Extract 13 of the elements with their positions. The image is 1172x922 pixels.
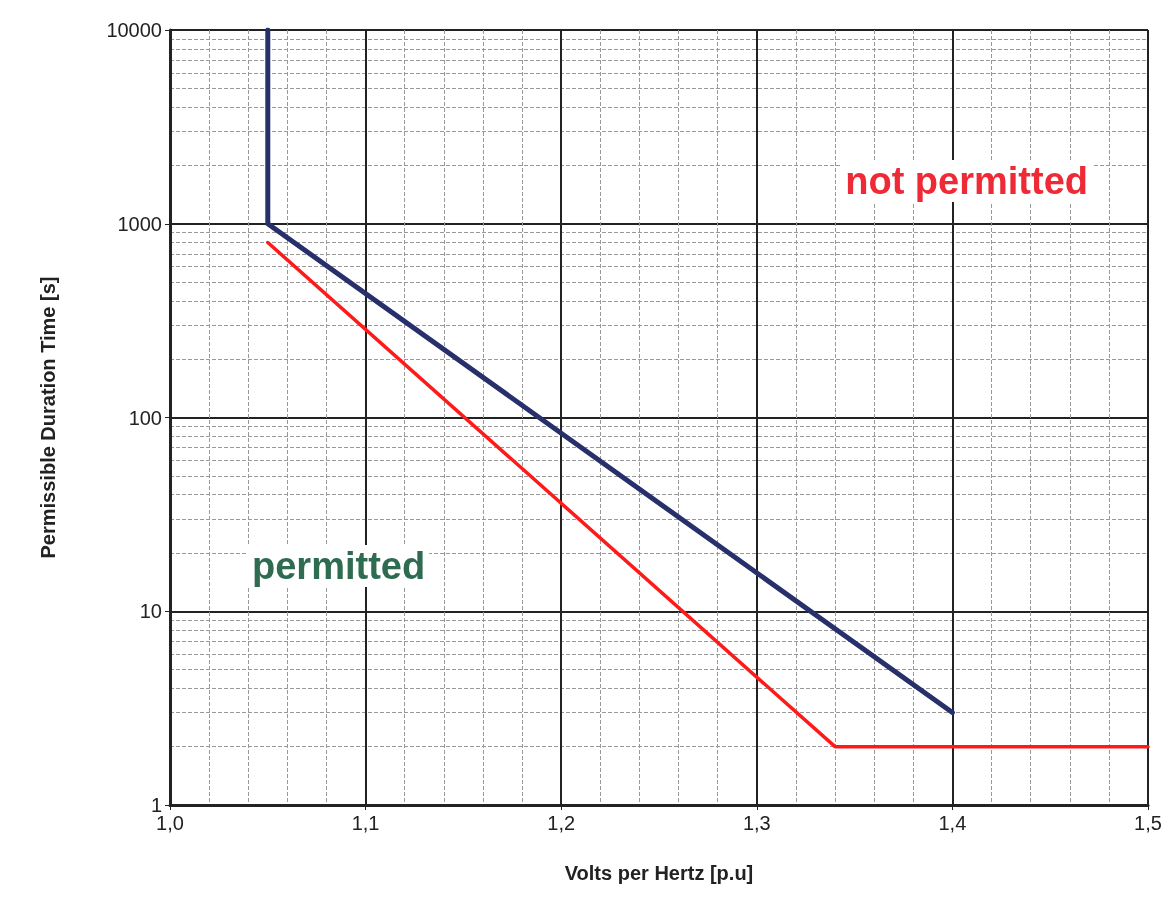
y-tick-label: 100 (128, 406, 162, 429)
x-tick-label: 1,3 (742, 812, 771, 834)
annotation: permitted (252, 545, 426, 587)
x-tick-label: 1,4 (938, 812, 967, 834)
x-tick-label: 1,5 (1134, 812, 1162, 834)
y-tick-label: 10 (139, 600, 162, 623)
x-axis-title: Volts per Hertz [p.u] (564, 862, 754, 884)
x-tick-label: 1,2 (547, 812, 576, 834)
y-tick-label: 1000 (117, 212, 162, 235)
y-axis-title: Permissible Duration Time [s] (37, 276, 59, 559)
y-tick-label: 10000 (106, 19, 162, 41)
annotation: not permitted (845, 160, 1089, 202)
x-tick-label: 1,1 (351, 812, 380, 834)
